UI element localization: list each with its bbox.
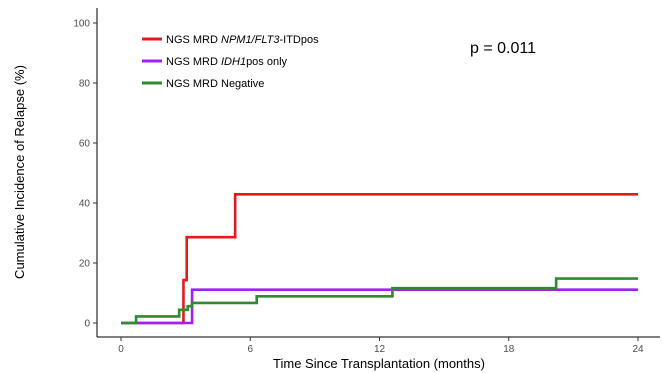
x-axis-title: Time Since Transplantation (months) bbox=[273, 356, 485, 371]
y-tick-label: 100 bbox=[73, 19, 90, 30]
legend-label-1: NGS MRD NPM1/FLT3-ITDpos bbox=[166, 34, 319, 46]
y-tick-label: 0 bbox=[84, 319, 90, 330]
plot-area: 0 20 40 60 80 100 0 6 12 18 24 bbox=[73, 8, 660, 355]
legend-label-3: NGS MRD Negative bbox=[166, 78, 264, 90]
series-lines bbox=[121, 193, 638, 325]
legend-label-2: NGS MRD IDH1pos only bbox=[166, 56, 288, 68]
y-tick-label: 60 bbox=[79, 139, 91, 150]
y-tick-label: 20 bbox=[79, 259, 91, 270]
legend-label-part: pos only bbox=[246, 56, 287, 68]
x-tick-label: 0 bbox=[118, 344, 124, 355]
y-tick-label: 40 bbox=[79, 199, 91, 210]
legend-label-part: NPM1/FLT3 bbox=[221, 34, 280, 46]
x-axis-ticks: 0 6 12 18 24 bbox=[118, 337, 644, 355]
legend-label-part: NGS MRD Negative bbox=[166, 78, 264, 90]
legend-label-part: -ITDpos bbox=[279, 34, 319, 46]
y-axis-title: Cumulative Incidence of Relapse (%) bbox=[12, 65, 27, 279]
y-axis-ticks: 0 20 40 60 80 100 bbox=[73, 19, 97, 330]
legend-label-part: NGS MRD bbox=[166, 56, 221, 68]
x-tick-label: 12 bbox=[374, 344, 386, 355]
y-tick-label: 80 bbox=[79, 79, 91, 90]
x-tick-label: 18 bbox=[503, 344, 515, 355]
x-tick-label: 6 bbox=[247, 344, 253, 355]
series-line-2 bbox=[121, 288, 638, 325]
p-value-annotation: p = 0.011 bbox=[470, 40, 536, 57]
legend-label-part: IDH1 bbox=[221, 56, 246, 68]
series-line-3 bbox=[121, 277, 638, 325]
legend-label-part: NGS MRD bbox=[166, 34, 221, 46]
x-tick-label: 24 bbox=[632, 344, 644, 355]
